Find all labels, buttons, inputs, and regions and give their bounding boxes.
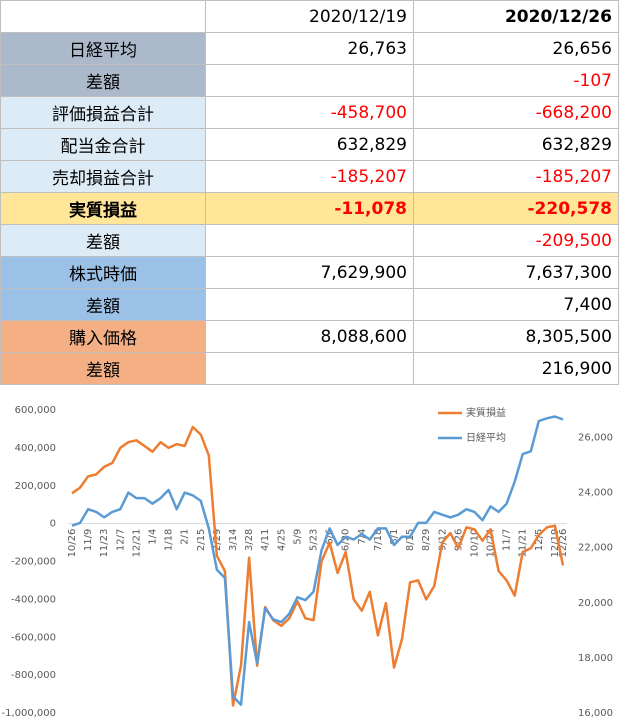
x-tick-label: 10/24 (486, 529, 497, 558)
value-cell: 632,829 (205, 128, 414, 161)
value-cell: 26,656 (413, 32, 619, 65)
x-tick-label: 10/10 (469, 529, 480, 558)
x-tick-label: 12/7 (115, 529, 126, 551)
summary-table: 2020/12/19 2020/12/26 日経平均 26,763 26,656 差額 -1… (0, 0, 619, 385)
y2-tick-label: 16,000 (578, 708, 613, 719)
table-row: 実質損益 -11,078 -220,578 (0, 192, 619, 225)
value-cell: -220,578 (413, 192, 619, 225)
column-header: 2020/12/26 (413, 0, 619, 33)
y-tick-label: -400,000 (11, 594, 56, 605)
x-tick-label: 2/15 (196, 529, 207, 551)
x-tick-label: 11/21 (518, 529, 529, 558)
x-tick-label: 1/4 (148, 529, 159, 545)
x-tick-label: 5/23 (308, 529, 319, 551)
value-cell: -668,200 (413, 96, 619, 129)
table-row: 差額 -209,500 (0, 224, 619, 257)
x-tick-label: 12/19 (550, 529, 561, 558)
y-tick-label: 200,000 (15, 481, 56, 492)
value-cell: 8,088,600 (205, 320, 414, 353)
x-tick-label: 1/18 (164, 529, 175, 551)
table-row: 売却損益合計 -185,207 -185,207 (0, 160, 619, 193)
row-label: 差額 (0, 288, 206, 321)
x-tick-label: 9/12 (437, 529, 448, 551)
x-tick-label: 10/26 (67, 529, 78, 558)
value-cell (205, 64, 414, 97)
table-row: 購入価格 8,088,600 8,305,500 (0, 320, 619, 353)
table-row: 差額 -107 (0, 64, 619, 97)
y-tick-label: -200,000 (11, 557, 56, 568)
x-tick-label: 6/6 (325, 529, 336, 545)
x-tick-label: 5/9 (292, 529, 303, 545)
table-row: 配当金合計 632,829 632,829 (0, 128, 619, 161)
value-cell: -185,207 (205, 160, 414, 193)
y2-tick-label: 18,000 (578, 653, 613, 664)
row-label: 日経平均 (0, 32, 206, 65)
y2-tick-label: 22,000 (578, 543, 613, 554)
x-tick-label: 2/1 (180, 529, 191, 545)
x-tick-label: 6/20 (341, 529, 352, 551)
table-row: 差額 216,900 (0, 352, 619, 385)
y-tick-label: -800,000 (11, 670, 56, 681)
x-tick-label: 4/25 (276, 529, 287, 551)
x-tick-label: 3/28 (244, 529, 255, 551)
x-tick-label: 8/29 (421, 529, 432, 551)
y-tick-label: 0 (50, 519, 56, 530)
value-cell: 7,629,900 (205, 256, 414, 289)
value-cell (205, 288, 414, 321)
y-tick-label: 400,000 (15, 443, 56, 454)
row-label: 差額 (0, 224, 206, 257)
value-cell (205, 224, 414, 257)
x-tick-label: 9/26 (453, 529, 464, 551)
x-tick-label: 12/5 (534, 529, 545, 551)
row-label: 売却損益合計 (0, 160, 206, 193)
value-cell: -209,500 (413, 224, 619, 257)
x-tick-label: 3/14 (228, 529, 239, 551)
x-tick-label: 7/4 (357, 529, 368, 545)
legend-label: 実質損益 (466, 406, 506, 419)
x-tick-label: 2/29 (212, 529, 223, 551)
row-label: 差額 (0, 352, 206, 385)
series-line (71, 425, 565, 707)
x-tick-label: 7/18 (373, 529, 384, 551)
value-cell: 7,637,300 (413, 256, 619, 289)
series-line (71, 415, 564, 706)
y2-tick-label: 24,000 (578, 488, 613, 499)
value-cell: 216,900 (413, 352, 619, 385)
legend-label: 日経平均 (466, 431, 506, 444)
y2-tick-label: 26,000 (578, 433, 613, 444)
x-tick-label: 8/15 (405, 529, 416, 551)
x-tick-label: 11/7 (502, 529, 513, 551)
y-tick-label: 600,000 (15, 405, 56, 416)
value-cell (205, 352, 414, 385)
y-tick-label: -1,000,000 (1, 708, 56, 719)
value-cell: -185,207 (413, 160, 619, 193)
value-cell: -458,700 (205, 96, 414, 129)
y-tick-label: -600,000 (11, 632, 56, 643)
value-cell: 7,400 (413, 288, 619, 321)
x-tick-label: 11/9 (83, 529, 94, 551)
x-tick-label: 12/21 (131, 529, 142, 558)
table-row: 評価損益合計 -458,700 -668,200 (0, 96, 619, 129)
x-tick-label: 8/1 (389, 529, 400, 545)
value-cell: -11,078 (205, 192, 414, 225)
y2-tick-label: 20,000 (578, 598, 613, 609)
x-tick-label: 4/11 (260, 529, 271, 551)
table-row: 差額 7,400 (0, 288, 619, 321)
x-tick-label: 11/23 (99, 529, 110, 558)
row-label: 評価損益合計 (0, 96, 206, 129)
x-tick-label: 12/26 (558, 529, 569, 558)
row-label: 実質損益 (0, 192, 206, 225)
table-row: 日経平均 26,763 26,656 (0, 32, 619, 65)
value-cell: 632,829 (413, 128, 619, 161)
value-cell: 8,305,500 (413, 320, 619, 353)
corner-cell (0, 0, 206, 33)
table-body: 2020/12/19 2020/12/26 日経平均 26,763 26,656 差額 -1… (0, 0, 619, 385)
